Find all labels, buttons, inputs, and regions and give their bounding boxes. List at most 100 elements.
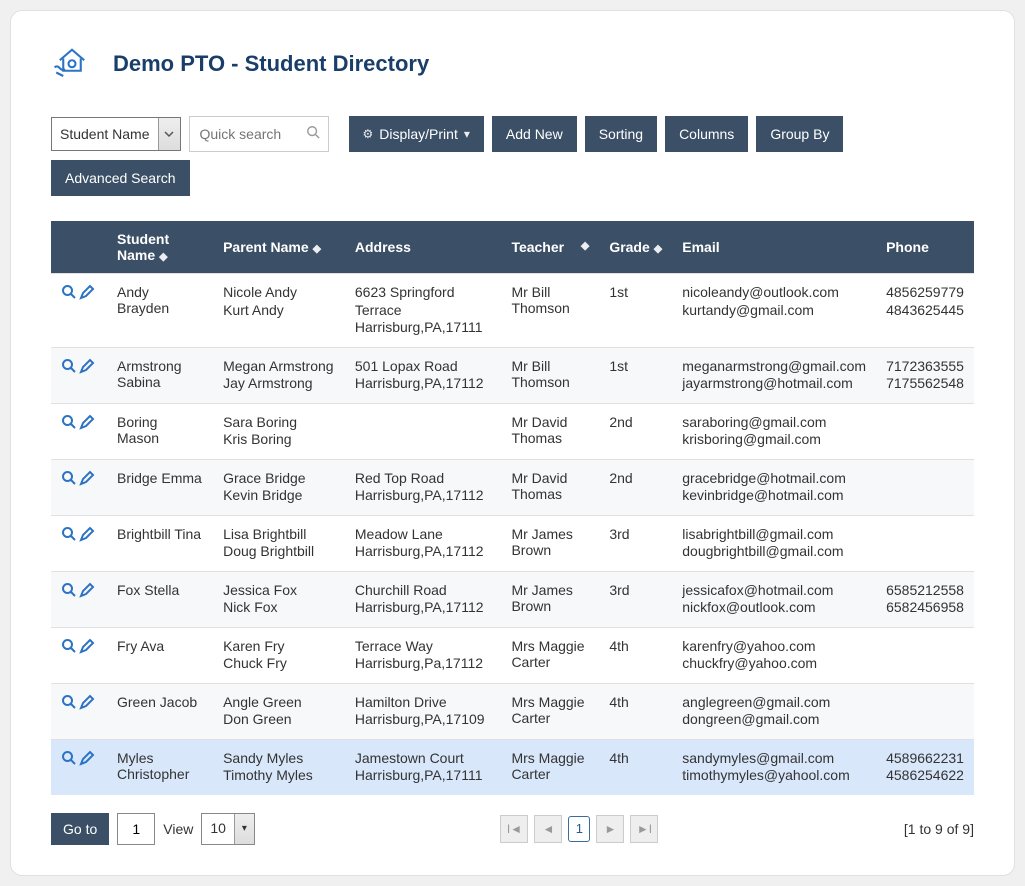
- edit-row-icon[interactable]: [79, 284, 95, 303]
- row-actions: [51, 571, 107, 627]
- edit-row-icon[interactable]: [79, 694, 95, 713]
- cell-student: Armstrong Sabina: [107, 347, 213, 403]
- edit-row-icon[interactable]: [79, 414, 95, 433]
- cell-phones: [876, 459, 974, 515]
- cell-parents: Jessica FoxNick Fox: [213, 571, 345, 627]
- last-page-button[interactable]: ►I: [630, 815, 658, 843]
- cell-grade: 1st: [599, 347, 672, 403]
- view-row-icon[interactable]: [61, 470, 77, 489]
- group-by-button[interactable]: Group By: [756, 116, 843, 152]
- cell-grade: 2nd: [599, 403, 672, 459]
- view-row-icon[interactable]: [61, 750, 77, 769]
- cell-emails: karenfry@yahoo.comchuckfry@yahoo.com: [672, 627, 876, 683]
- cell-address: Churchill RoadHarrisburg,PA,17112: [345, 571, 502, 627]
- page-number-current[interactable]: 1: [568, 816, 590, 842]
- cell-parents: Nicole AndyKurt Andy: [213, 274, 345, 348]
- cell-grade: 3rd: [599, 571, 672, 627]
- view-row-icon[interactable]: [61, 358, 77, 377]
- cell-parents: Lisa BrightbillDoug Brightbill: [213, 515, 345, 571]
- first-page-button[interactable]: I◄: [500, 815, 528, 843]
- cell-parents: Karen FryChuck Fry: [213, 627, 345, 683]
- table-row: Green JacobAngle GreenDon GreenHamilton …: [51, 683, 974, 739]
- cell-phones: [876, 403, 974, 459]
- edit-row-icon[interactable]: [79, 358, 95, 377]
- col-email[interactable]: Email: [672, 221, 876, 274]
- cell-student: Brightbill Tina: [107, 515, 213, 571]
- cell-emails: sandymyles@gmail.comtimothymyles@yahool.…: [672, 739, 876, 795]
- cell-address: 501 Lopax RoadHarrisburg,PA,17112: [345, 347, 502, 403]
- col-grade[interactable]: Grade◆: [599, 221, 672, 274]
- cell-address: Red Top RoadHarrisburg,PA,17112: [345, 459, 502, 515]
- row-actions: [51, 739, 107, 795]
- cell-student: Green Jacob: [107, 683, 213, 739]
- row-actions: [51, 347, 107, 403]
- cell-address: Hamilton DriveHarrisburg,PA,17109: [345, 683, 502, 739]
- sorting-button[interactable]: Sorting: [585, 116, 657, 152]
- view-row-icon[interactable]: [61, 414, 77, 433]
- table-body: Andy BraydenNicole AndyKurt Andy6623 Spr…: [51, 274, 974, 795]
- footer-left: Go to View 10 ▾: [51, 813, 255, 845]
- cell-grade: 2nd: [599, 459, 672, 515]
- edit-row-icon[interactable]: [79, 526, 95, 545]
- cell-student: Boring Mason: [107, 403, 213, 459]
- gear-icon: ⚙: [363, 127, 374, 141]
- goto-page-input[interactable]: [117, 813, 155, 845]
- app-logo-icon: [51, 41, 93, 86]
- cell-address: [345, 403, 502, 459]
- col-teacher[interactable]: Teacher◆: [501, 221, 599, 274]
- cell-address: Meadow LaneHarrisburg,PA,17112: [345, 515, 502, 571]
- edit-row-icon[interactable]: [79, 638, 95, 657]
- cell-student: Myles Christopher: [107, 739, 213, 795]
- sort-icon: ◆: [654, 243, 662, 255]
- row-actions: [51, 459, 107, 515]
- view-row-icon[interactable]: [61, 694, 77, 713]
- chevron-down-icon[interactable]: [158, 118, 180, 150]
- cell-emails: saraboring@gmail.comkrisboring@gmail.com: [672, 403, 876, 459]
- add-new-button[interactable]: Add New: [492, 116, 577, 152]
- quick-search-input[interactable]: [189, 116, 329, 152]
- cell-student: Bridge Emma: [107, 459, 213, 515]
- col-student[interactable]: Student Name◆: [107, 221, 213, 274]
- quick-search-textbox[interactable]: [198, 125, 306, 143]
- col-address[interactable]: Address: [345, 221, 502, 274]
- cell-teacher: Mr David Thomas: [501, 403, 599, 459]
- prev-page-button[interactable]: ◄: [534, 815, 562, 843]
- next-page-button[interactable]: ►: [596, 815, 624, 843]
- view-row-icon[interactable]: [61, 526, 77, 545]
- row-actions: [51, 683, 107, 739]
- columns-button[interactable]: Columns: [665, 116, 748, 152]
- goto-button[interactable]: Go to: [51, 813, 109, 845]
- edit-row-icon[interactable]: [79, 750, 95, 769]
- page-title: Demo PTO - Student Directory: [113, 51, 429, 77]
- edit-row-icon[interactable]: [79, 470, 95, 489]
- filter-field-label: Student Name: [52, 118, 158, 150]
- chevron-down-icon[interactable]: ▾: [234, 814, 254, 844]
- cell-grade: 3rd: [599, 515, 672, 571]
- table-row: Andy BraydenNicole AndyKurt Andy6623 Spr…: [51, 274, 974, 348]
- cell-teacher: Mrs Maggie Carter: [501, 683, 599, 739]
- cell-emails: gracebridge@hotmail.comkevinbridge@hotma…: [672, 459, 876, 515]
- page-size-select[interactable]: 10 ▾: [201, 813, 255, 845]
- caret-down-icon: ▾: [464, 127, 470, 141]
- table-row: Fox StellaJessica FoxNick FoxChurchill R…: [51, 571, 974, 627]
- edit-row-icon[interactable]: [79, 582, 95, 601]
- view-row-icon[interactable]: [61, 284, 77, 303]
- row-actions: [51, 274, 107, 348]
- col-parent[interactable]: Parent Name◆: [213, 221, 345, 274]
- view-row-icon[interactable]: [61, 638, 77, 657]
- advanced-search-button[interactable]: Advanced Search: [51, 160, 190, 196]
- row-actions: [51, 515, 107, 571]
- cell-address: Terrace WayHarrisburg,Pa,17112: [345, 627, 502, 683]
- table-row: Armstrong SabinaMegan Armstrong Jay Arms…: [51, 347, 974, 403]
- view-row-icon[interactable]: [61, 582, 77, 601]
- cell-parents: Angle GreenDon Green: [213, 683, 345, 739]
- cell-parents: Sara BoringKris Boring: [213, 403, 345, 459]
- filter-field-select[interactable]: Student Name: [51, 117, 181, 151]
- view-label: View: [163, 821, 193, 837]
- cell-emails: nicoleandy@outlook.comkurtandy@gmail.com: [672, 274, 876, 348]
- page-size-value: 10: [202, 814, 234, 844]
- display-print-button[interactable]: ⚙ Display/Print ▾: [349, 116, 484, 152]
- cell-parents: Megan Armstrong Jay Armstrong: [213, 347, 345, 403]
- cell-teacher: Mrs Maggie Carter: [501, 739, 599, 795]
- col-phone[interactable]: Phone: [876, 221, 974, 274]
